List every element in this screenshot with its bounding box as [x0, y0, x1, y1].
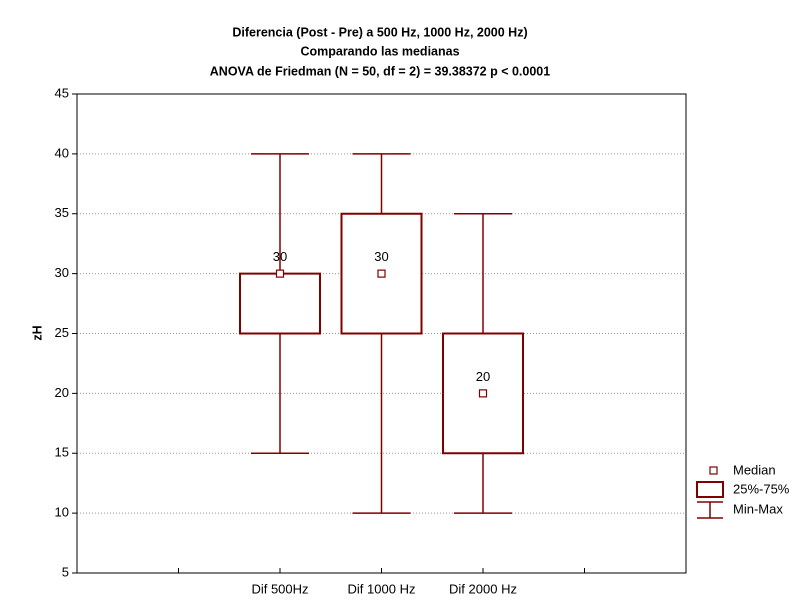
x-tick-label: Dif 1000 Hz: [348, 581, 416, 596]
y-axis-label: zH: [30, 325, 44, 340]
y-tick-label: 15: [55, 445, 69, 460]
chart-subtitle: ANOVA de Friedman (N = 50, df = 2) = 39.…: [210, 64, 550, 78]
y-tick-label: 40: [55, 145, 69, 160]
y-tick-label: 35: [55, 205, 69, 220]
legend-label: Median: [733, 462, 776, 477]
legend-label: Min-Max: [733, 501, 783, 516]
chart-subtitle: Comparando las medianas: [300, 44, 459, 58]
median-marker: [377, 269, 386, 278]
y-tick-label: 25: [55, 325, 69, 340]
median-label: 30: [273, 249, 287, 264]
y-tick-label: 10: [55, 505, 69, 520]
y-tick-label: 45: [55, 85, 69, 100]
median-marker: [478, 389, 488, 398]
box: [239, 272, 321, 335]
chart-title: Diferencia (Post - Pre) a 500 Hz, 1000 H…: [232, 25, 527, 39]
median-label: 30: [374, 249, 388, 264]
legend-median-icon: [709, 466, 718, 475]
legend-box-icon: [696, 481, 724, 498]
median-marker: [275, 269, 285, 278]
x-tick-label: Dif 500Hz: [251, 581, 308, 596]
y-tick-label: 20: [55, 385, 69, 400]
median-label: 20: [476, 369, 490, 384]
legend-label: 25%-75%: [733, 481, 790, 496]
y-tick-label: 5: [62, 564, 69, 579]
x-tick-label: Dif 2000 Hz: [449, 581, 517, 596]
y-tick-label: 30: [55, 265, 69, 280]
